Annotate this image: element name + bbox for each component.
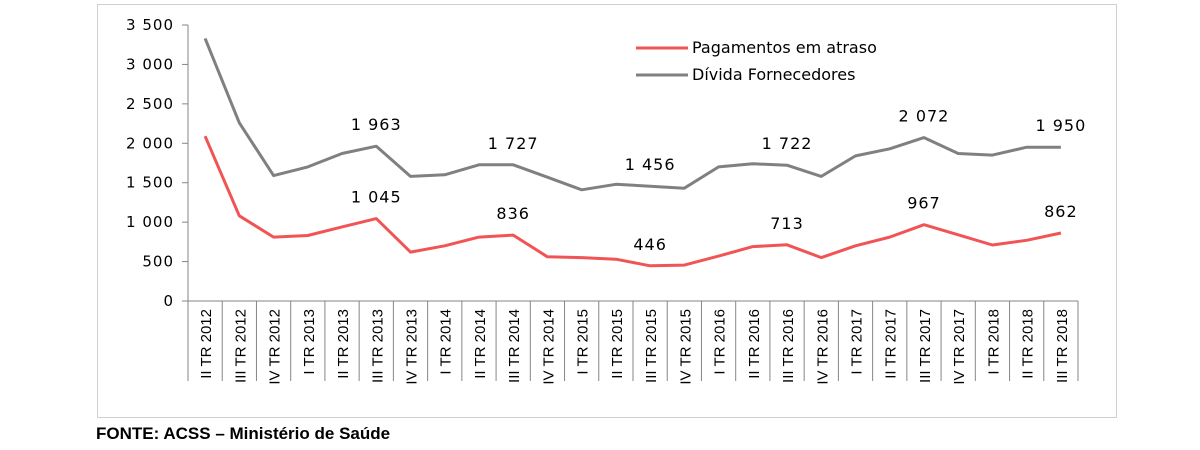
x-tick-label: IV TR 2016 [814,309,831,385]
x-tick-label: I TR 2016 [712,309,729,375]
x-tick-label: II TR 2015 [609,309,626,379]
data-label: 446 [633,235,667,254]
x-tick-label: II TR 2012 [198,309,215,379]
data-label: 713 [770,214,804,233]
y-tick-label: 0 [163,292,174,310]
source-note: FONTE: ACSS – Ministério de Saúde [96,424,391,443]
x-tick-label: IV TR 2015 [677,309,694,385]
data-label: 1 963 [351,115,402,134]
chart-frame: 0 500 1 000 1 500 2 000 2 500 3 000 3 500 II TR … [97,4,1117,418]
x-tick-label: I TR 2013 [301,309,318,375]
y-tick-label: 1 000 [126,213,174,231]
y-tick-label: 3 500 [126,16,174,34]
y-tick-label: 1 500 [126,174,174,192]
x-tick-label: I TR 2018 [985,309,1002,375]
y-tick-label: 2 000 [126,134,174,152]
x-tick-label: IV TR 2014 [540,309,557,385]
legend-label: Dívida Fornecedores [692,65,855,84]
x-tick-label: III TR 2016 [780,309,797,383]
series-line [203,37,1061,192]
y-tick-label: 3 000 [126,55,174,73]
x-tick-label: III TR 2015 [643,309,660,383]
x-tick-label: II TR 2013 [335,309,352,379]
data-label: 1 950 [1035,116,1086,135]
x-tick-label: III TR 2014 [506,309,523,383]
data-label: 862 [1044,202,1078,221]
data-label: 967 [907,194,941,213]
x-tick-label: III TR 2013 [369,309,386,383]
data-label: 1 456 [625,155,676,174]
data-label: 2 072 [899,107,950,126]
x-tick-label: I TR 2017 [849,309,866,375]
x-tick-label: II TR 2016 [746,309,763,379]
y-tick-label: 500 [142,253,174,271]
x-tick-label: I TR 2014 [438,309,455,375]
x-tick-label: IV TR 2013 [404,309,421,385]
x-tick-label: II TR 2014 [472,309,489,379]
series-line [203,135,1062,268]
data-label: 1 727 [488,134,539,153]
x-tick-label: IV TR 2017 [951,309,968,385]
line-chart: 0 500 1 000 1 500 2 000 2 500 3 000 3 500 II TR … [126,16,1086,385]
x-tick-label: II TR 2018 [1020,309,1037,379]
data-label: 836 [496,204,530,223]
data-label: 1 722 [762,134,813,153]
x-tick-label: I TR 2015 [575,309,592,375]
x-tick-label: II TR 2017 [883,309,900,379]
x-tick-label: III TR 2012 [232,309,249,383]
legend-label: Pagamentos em atraso [692,38,877,57]
x-tick-label: IV TR 2012 [267,309,284,385]
x-tick-label: III TR 2018 [1054,309,1071,383]
y-tick-label: 2 500 [126,95,174,113]
x-tick-label: III TR 2017 [917,309,934,383]
data-label: 1 045 [351,188,402,207]
